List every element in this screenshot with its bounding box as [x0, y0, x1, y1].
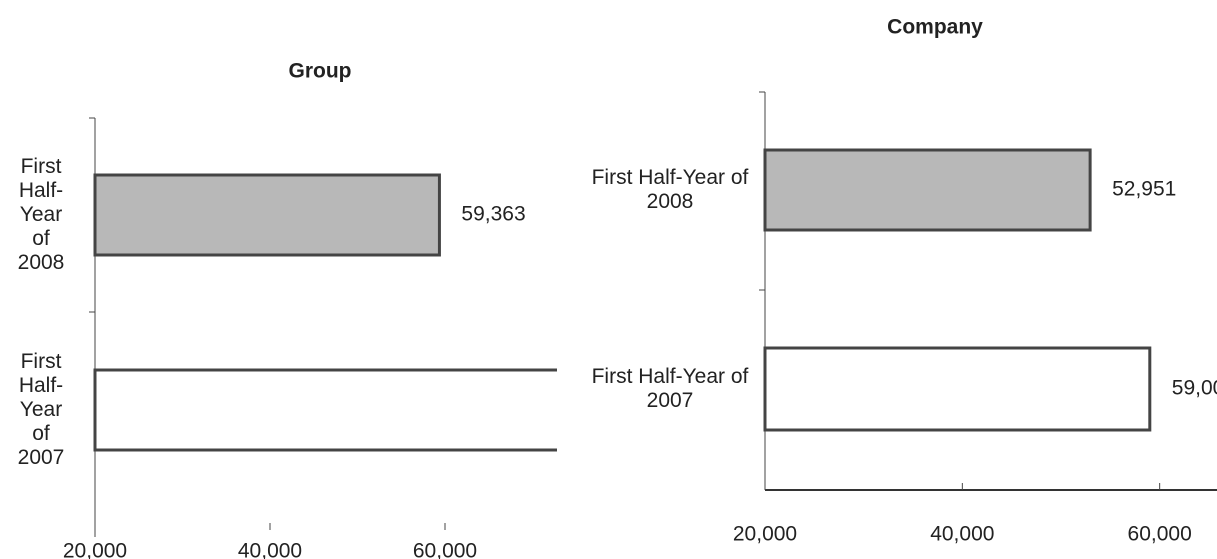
value-label: 52,951 — [1112, 178, 1176, 201]
chart-title: Group — [289, 60, 352, 83]
x-tick-label: 20,000 — [733, 523, 797, 546]
x-tick-label: 20,000 — [63, 540, 127, 559]
category-label: First Half-Year of 2007 — [591, 365, 749, 412]
bar — [93, 173, 441, 257]
category-label: First Half-Year of 2008 — [17, 155, 65, 274]
company-panel: Company 20,000 40,000 60,000 52,951 59,000 — [733, 16, 1217, 546]
chart-title: Company — [887, 16, 983, 39]
bar — [763, 148, 1092, 232]
x-tick-label: 60,000 — [1128, 523, 1192, 546]
value-label: 59,363 — [461, 203, 525, 226]
x-tick-label: 40,000 — [238, 540, 302, 559]
category-label: First Half-Year of 2007 — [17, 350, 65, 469]
x-tick-label: 40,000 — [930, 523, 994, 546]
bar — [93, 368, 557, 452]
group-panel: Group 20,000 40,000 60,000 59,363 — [63, 60, 557, 559]
bar — [763, 346, 1152, 432]
x-tick-label: 60,000 — [413, 540, 477, 559]
category-label: First Half-Year of 2008 — [591, 166, 749, 213]
value-label: 59,000 — [1172, 377, 1217, 400]
